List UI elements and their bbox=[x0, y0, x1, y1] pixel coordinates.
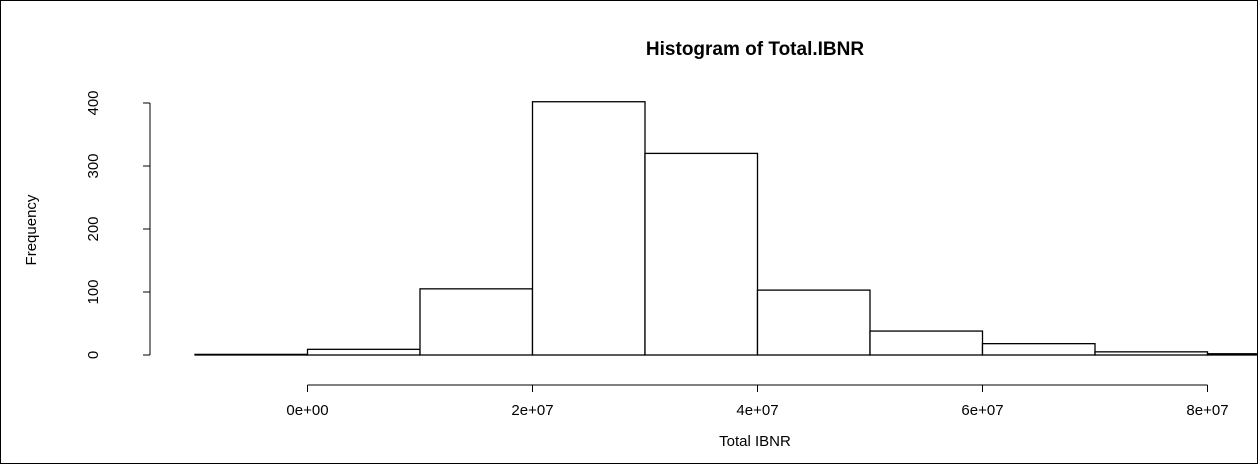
bar bbox=[306, 348, 421, 356]
bar bbox=[981, 343, 1096, 356]
chart-title: Histogram of Total.IBNR bbox=[646, 39, 864, 60]
bar bbox=[756, 289, 871, 356]
bar bbox=[419, 288, 534, 356]
y-tick-label: 200 bbox=[85, 216, 102, 241]
bar bbox=[869, 330, 984, 356]
x-tick-label: 8e+07 bbox=[1186, 402, 1228, 419]
x-tick-label: 0e+00 bbox=[286, 402, 328, 419]
y-tick-label: 0 bbox=[85, 351, 102, 359]
y-tick-label: 100 bbox=[85, 279, 102, 304]
y-axis-label: Frequency bbox=[23, 194, 40, 265]
bar bbox=[1094, 351, 1209, 356]
x-tick-label: 4e+07 bbox=[736, 402, 778, 419]
x-axis-label: Total IBNR bbox=[719, 433, 791, 450]
bar bbox=[1206, 353, 1258, 356]
x-tick-label: 6e+07 bbox=[961, 402, 1003, 419]
bar bbox=[644, 152, 759, 356]
y-tick-label: 300 bbox=[85, 153, 102, 178]
x-tick-label: 2e+07 bbox=[511, 402, 553, 419]
y-tick-label: 400 bbox=[85, 90, 102, 115]
bar bbox=[531, 101, 646, 356]
bar bbox=[194, 353, 309, 356]
